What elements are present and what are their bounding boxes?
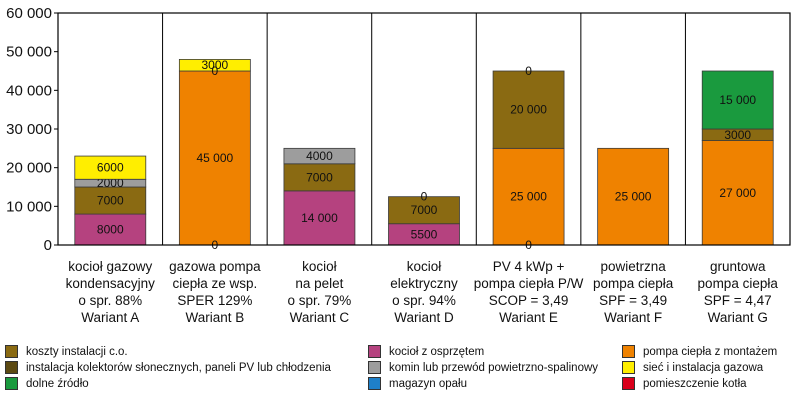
bar-segment-siec_gaz [178,59,251,72]
data-label: 27 000 [719,186,756,200]
category-label: Wariant A [81,310,139,325]
legend-label: sieć i instalacja gazowa [643,361,764,374]
data-label: 7000 [411,203,438,217]
category-label: o spr. 94% [392,293,456,308]
category-label: gruntowa [710,259,766,274]
legend-swatch [622,377,635,390]
bar-segment-instalacja_kol [74,186,147,215]
legend-item: pomieszczenie kotła [622,376,747,391]
data-label: 25 000 [510,190,547,204]
legend-item: magazyn opału [368,376,467,391]
category-label: kocioł [407,259,442,274]
category-label: ciepła ze wsp. [172,276,257,291]
data-label: 4000 [306,149,333,163]
y-tick-label: 10 000 [6,198,52,215]
bar-segment-pompa [597,147,670,246]
y-tick-label: 20 000 [6,160,52,177]
category-label: elektryczny [390,276,458,291]
category-label: powietrzna [600,259,666,274]
y-axis: 0 10 000 20 000 30 000 40 000 50 000 60 000 [6,5,58,254]
data-label: 7000 [306,170,333,184]
y-tick-label: 40 000 [6,82,52,99]
category-label: Wariant E [499,310,558,325]
bar-segment-siec_gaz [74,155,147,180]
category-label: pompa ciepła [698,276,779,291]
category-label: SPF = 3,49 [599,293,667,308]
category-label: na pelet [295,276,343,291]
data-label: 25 000 [615,190,652,204]
category-label: PV 4 kWp + [493,259,565,274]
data-label: 6000 [97,161,124,175]
legend-item: sieć i instalacja gazowa [622,360,763,375]
bar-segment-pompa [492,147,565,246]
category-labels: kocioł gazowy kondensacyjny o spr. 88% Wari… [66,259,779,325]
legend-swatch [368,377,381,390]
data-label: 14 000 [301,211,338,225]
category-label: Wariant B [185,310,244,325]
legend-label: komin lub przewód powietrzno-spalinowy [389,361,599,374]
data-label: 3000 [202,58,229,72]
data-label: 3000 [724,128,751,142]
legend-item: koszty instalacji c.o. [5,344,128,359]
legend-item: instalacja kolektorów słonecznych, panel… [5,360,331,375]
legend-item: pompa ciepła z montażem [622,344,777,359]
data-label: 45 000 [197,151,234,165]
legend-item: komin lub przewód powietrzno-spalinowy [368,360,598,375]
category-label: kondensacyjny [66,276,156,291]
legend-label: magazyn opału [389,377,467,390]
bar-segment-dolne [701,70,774,130]
legend: koszty instalacji c.o. kocioł z osprzętem… [0,344,800,403]
bar-segment-komin [283,147,356,165]
plot-border [57,12,791,246]
bar-segment-pompa [701,140,774,246]
y-tick-label: 60 000 [6,5,52,22]
bar-segment-instalacja_kol [492,70,565,149]
legend-label: instalacja kolektorów słonecznych, panel… [26,361,331,374]
category-label: SCOP = 3,49 [489,293,569,308]
category-label: Wariant C [290,310,350,325]
zero-label: 0 [421,190,428,204]
category-label: kocioł [302,259,337,274]
legend-label: dolne źródło [26,377,89,390]
legend-item: kocioł z osprzętem [368,344,484,359]
data-label: 15 000 [719,93,756,107]
legend-swatch [5,361,18,374]
category-label: Wariant D [394,310,454,325]
y-tick-label: 30 000 [6,121,52,138]
legend-label: koszty instalacji c.o. [26,345,128,358]
legend-swatch [5,377,18,390]
category-label: o spr. 88% [78,293,142,308]
data-label: 8000 [97,223,124,237]
y-tick-label: 0 [44,237,52,254]
category-label: gazowa pompa [169,259,261,274]
y-tick-label: 50 000 [6,44,52,61]
category-label: SPF = 4,47 [704,293,772,308]
legend-label: pomieszczenie kotła [643,377,747,390]
legend-swatch [368,345,381,358]
bar-segment-instalacja_kol [388,196,460,225]
data-label: 20 000 [510,103,547,117]
zero-label: 0 [525,64,532,78]
plot-frame [57,12,791,246]
category-label: SPER 129% [177,293,252,308]
category-label: Wariant G [708,310,768,325]
legend-item: dolne źródło [5,376,89,391]
data-label: 7000 [97,194,124,208]
legend-swatch [622,361,635,374]
category-label: pompa ciepła P/W [474,276,584,291]
legend-swatch [622,345,635,358]
legend-label: kocioł z osprzętem [389,345,485,358]
category-label: pompa ciepła [593,276,674,291]
data-label: 5500 [411,227,438,241]
category-label: Wariant F [604,310,662,325]
category-label: kocioł gazowy [68,259,152,274]
stacked-bar-chart: 0 10 000 20 000 30 000 40 000 50 000 60 000 80… [6,5,791,325]
legend-label: pompa ciepła z montażem [643,345,778,358]
legend-swatch [5,345,18,358]
category-label: o spr. 79% [288,293,352,308]
zero-label: 0 [212,64,219,78]
legend-swatch [368,361,381,374]
